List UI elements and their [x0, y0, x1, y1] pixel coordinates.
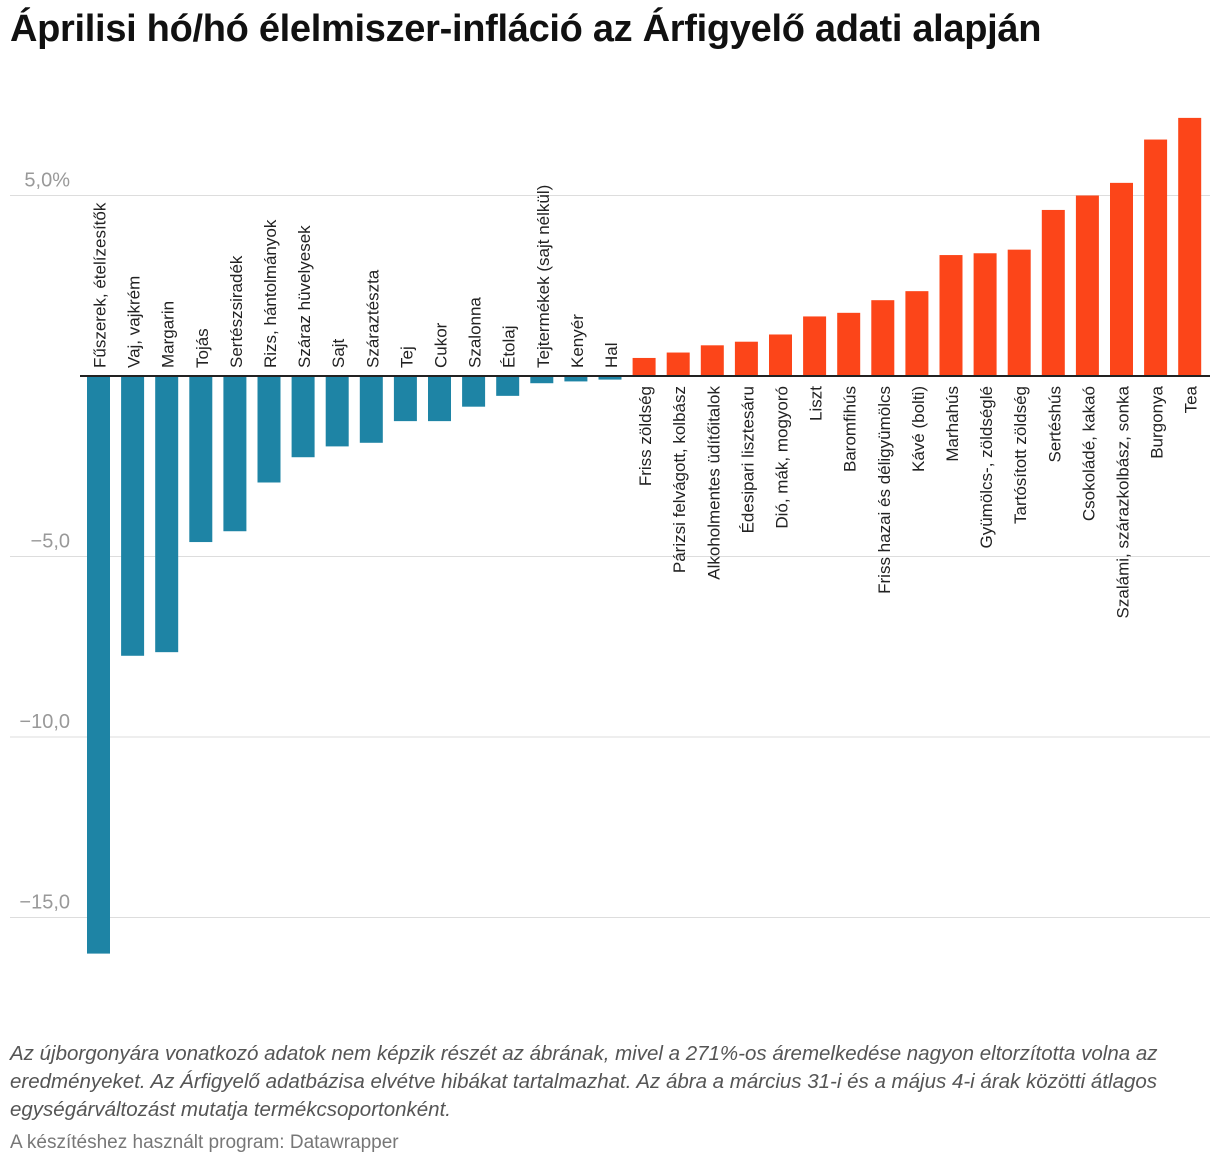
bar: [121, 376, 145, 656]
category-label: Szalámi, szárazkolbász, sonka: [1114, 385, 1133, 618]
bar: [1144, 139, 1168, 376]
category-label: Gyümölcs-, zöldséglé: [977, 386, 996, 549]
category-label: Sertéshús: [1045, 386, 1064, 463]
y-tick-label: 5,0%: [24, 170, 70, 192]
category-label: Baromfihús: [841, 386, 860, 472]
category-label: Fűszerek, ételízesítők: [91, 202, 110, 368]
category-label: Tea: [1182, 385, 1201, 413]
bar: [871, 300, 895, 376]
category-label: Tej: [397, 346, 416, 368]
bar: [223, 376, 247, 532]
bar: [393, 376, 417, 422]
bar: [973, 253, 997, 376]
category-label: Burgonya: [1148, 385, 1167, 458]
category-label: Marhahús: [943, 386, 962, 462]
bar: [769, 334, 792, 376]
category-labels: Fűszerek, ételízesítők Vaj, vajkrém Margar…: [91, 185, 1201, 619]
footnote: Az újborgonyára vonatkozó adatok nem kép…: [10, 1042, 1158, 1121]
category-label: Kenyér: [568, 314, 587, 368]
bar: [939, 255, 963, 376]
bar: [87, 376, 110, 954]
bar: [325, 376, 349, 447]
category-label: Hal: [602, 342, 621, 368]
category-label: Tartósított zöldség: [1011, 386, 1030, 524]
bar: [1178, 117, 1202, 376]
category-label: Alkoholmentes üdítőitalok: [704, 386, 723, 580]
category-label: Édesipari lisztesáru: [738, 386, 757, 533]
bar: [598, 376, 622, 380]
category-label: Tejtermékek (sajt nélkül): [534, 185, 553, 368]
category-label: Párizsi felvágott, kolbász: [670, 386, 689, 573]
bar: [700, 345, 724, 376]
bars: [87, 117, 1202, 954]
bar: [1110, 182, 1133, 376]
y-tick-label: −10,0: [19, 711, 70, 733]
bar: [564, 376, 588, 382]
category-label: Sajt: [329, 338, 348, 368]
category-label: Friss hazai és déligyümölcs: [875, 386, 894, 594]
bar: [428, 376, 451, 422]
category-label: Cukor: [432, 322, 451, 368]
bar: [803, 316, 827, 376]
bar: [291, 376, 315, 458]
bar: [734, 341, 758, 376]
y-axis-labels: 5,0% −5,0 −10,0 −15,0: [19, 170, 70, 914]
category-label: Szalonna: [466, 297, 485, 368]
bar: [496, 376, 520, 396]
bar: [189, 376, 213, 543]
category-label: Rizs, hántolmányok: [261, 219, 280, 368]
bar: [632, 357, 656, 376]
category-label: Kávé (bolti): [909, 386, 928, 472]
category-label: Sertészsiradék: [227, 255, 246, 368]
y-tick-label: −15,0: [19, 892, 70, 914]
category-label: Dió, mák, mogyoró: [773, 386, 792, 529]
category-label: Száraz hüvelyesek: [295, 225, 314, 368]
source-credit: A készítéshez használt program: Datawrap…: [10, 1132, 399, 1153]
chart-title: Áprilisi hó/hó élelmiszer-infláció az Ár…: [10, 8, 1042, 50]
category-label: Vaj, vajkrém: [125, 276, 144, 368]
bar: [837, 312, 861, 376]
bar: [905, 291, 929, 376]
bar: [530, 376, 554, 384]
bar: [1007, 249, 1031, 376]
gridlines: [10, 195, 1210, 918]
bar: [359, 376, 383, 443]
category-label: Friss zöldség: [636, 386, 655, 486]
y-tick-label: −5,0: [31, 531, 70, 553]
category-label: Csokoládé, kakaó: [1079, 386, 1098, 521]
bar: [666, 352, 690, 376]
category-label: Étolaj: [500, 325, 519, 368]
bar: [1075, 195, 1099, 376]
category-label: Száraztészta: [363, 269, 382, 368]
category-label: Liszt: [807, 386, 826, 421]
bar: [462, 376, 486, 407]
category-label: Margarin: [159, 301, 178, 368]
bar: [257, 376, 281, 483]
bar: [1041, 209, 1065, 376]
bar-chart: 5,0% −5,0 −10,0 −15,0 Fűszerek, ételízesítő…: [10, 117, 1210, 954]
category-label: Tojás: [193, 328, 212, 368]
bar: [155, 376, 179, 653]
